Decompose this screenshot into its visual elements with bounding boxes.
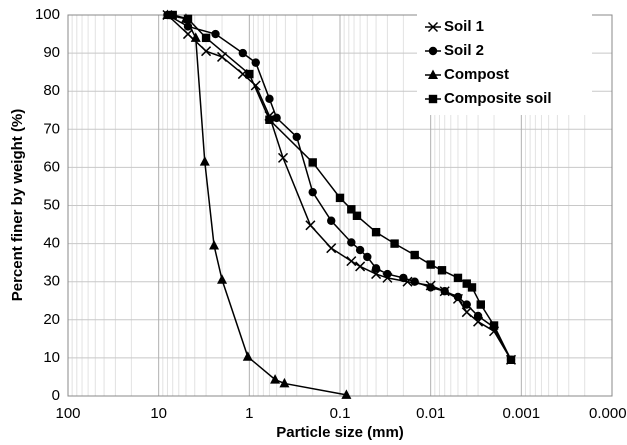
marker bbox=[383, 269, 392, 279]
plot-frame bbox=[67, 14, 613, 397]
x-axis-title: Particle size (mm) bbox=[276, 424, 404, 441]
y-tick-label: 0 bbox=[52, 387, 60, 404]
marker bbox=[363, 252, 372, 262]
y-tick-label: 100 bbox=[35, 6, 60, 23]
marker bbox=[335, 193, 345, 203]
marker bbox=[453, 273, 463, 283]
marker bbox=[305, 220, 316, 231]
marker bbox=[217, 274, 228, 284]
x-tick-label: 10 bbox=[150, 405, 167, 422]
marker bbox=[371, 264, 381, 273]
y-tick-label: 60 bbox=[43, 158, 60, 175]
marker bbox=[327, 216, 336, 225]
marker bbox=[346, 256, 357, 267]
marker bbox=[292, 132, 301, 142]
marker bbox=[242, 351, 253, 361]
marker bbox=[201, 33, 211, 43]
marker bbox=[453, 292, 463, 302]
marker bbox=[462, 300, 471, 309]
y-tick-label: 10 bbox=[43, 349, 60, 366]
marker bbox=[410, 277, 419, 286]
marker bbox=[355, 245, 365, 255]
marker bbox=[390, 239, 399, 248]
legend-marker bbox=[428, 94, 438, 104]
x-tick-label: 0.001 bbox=[503, 405, 541, 422]
y-tick-label: 70 bbox=[43, 120, 60, 137]
marker bbox=[211, 29, 220, 39]
marker bbox=[399, 273, 408, 283]
x-tick-label: 1 bbox=[245, 405, 253, 422]
legend: Soil 1 Soil 2 Compost Composite soil bbox=[417, 13, 592, 115]
marker bbox=[265, 94, 274, 104]
y-tick-label: 50 bbox=[43, 196, 60, 213]
marker bbox=[209, 240, 220, 250]
legend-marker bbox=[428, 46, 438, 56]
legend-label: Compost bbox=[444, 66, 509, 83]
y-tick-label: 80 bbox=[43, 82, 60, 99]
marker bbox=[183, 22, 193, 31]
marker bbox=[426, 283, 435, 292]
y-tick-label: 40 bbox=[43, 235, 60, 252]
legend-label: Soil 2 bbox=[444, 42, 484, 59]
marker bbox=[462, 279, 471, 288]
marker bbox=[347, 205, 356, 214]
y-axis-title: Percent finer by weight (%) bbox=[9, 109, 26, 302]
marker bbox=[440, 287, 449, 296]
y-tick-label: 20 bbox=[43, 311, 60, 328]
marker bbox=[199, 156, 210, 166]
legend-box bbox=[417, 13, 592, 115]
marker bbox=[182, 29, 194, 40]
series-line bbox=[166, 14, 512, 361]
marker bbox=[473, 311, 483, 321]
marker bbox=[183, 14, 193, 24]
x-tick-label: 0.01 bbox=[416, 405, 445, 422]
marker bbox=[265, 115, 274, 124]
legend-label: Soil 1 bbox=[444, 18, 484, 35]
marker bbox=[347, 238, 356, 247]
marker bbox=[326, 243, 337, 254]
marker bbox=[461, 307, 472, 318]
legend-marker bbox=[428, 69, 438, 79]
marker bbox=[437, 266, 447, 275]
legend-marker bbox=[427, 21, 439, 33]
y-tick-label: 30 bbox=[43, 273, 60, 290]
series-line bbox=[167, 14, 347, 396]
marker bbox=[168, 10, 177, 20]
marker bbox=[190, 32, 201, 42]
marker bbox=[506, 355, 516, 365]
x-tick-label: 0.0001 bbox=[589, 405, 627, 422]
marker bbox=[352, 211, 362, 220]
marker bbox=[277, 152, 289, 163]
marker bbox=[251, 58, 260, 67]
marker bbox=[270, 374, 281, 384]
marker bbox=[426, 260, 435, 269]
marker bbox=[201, 46, 212, 57]
marker bbox=[238, 48, 248, 58]
marker bbox=[341, 389, 352, 399]
marker bbox=[371, 227, 381, 237]
y-tick-label: 90 bbox=[43, 44, 60, 61]
marker bbox=[467, 283, 477, 292]
marker bbox=[272, 113, 281, 123]
x-tick-label: 100 bbox=[55, 405, 80, 422]
legend-label: Composite soil bbox=[444, 90, 552, 107]
x-tick-label: 0.1 bbox=[330, 405, 351, 422]
marker bbox=[489, 321, 499, 330]
marker bbox=[355, 261, 366, 272]
marker bbox=[476, 300, 485, 309]
marker bbox=[279, 377, 290, 388]
marker bbox=[245, 69, 254, 79]
marker bbox=[308, 158, 317, 167]
marker bbox=[410, 250, 419, 260]
marker bbox=[308, 187, 317, 197]
